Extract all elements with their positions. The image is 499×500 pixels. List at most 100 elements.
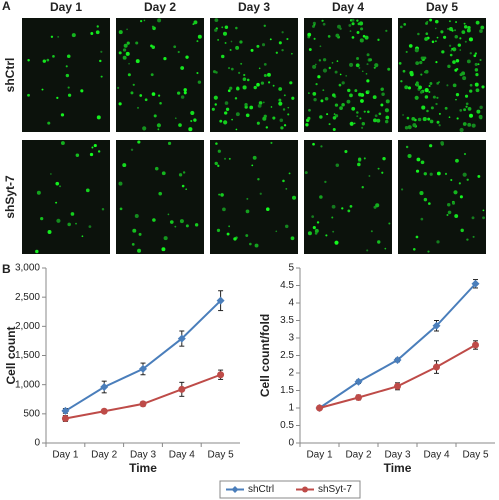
cell — [362, 34, 366, 38]
cell — [378, 112, 382, 116]
cell — [214, 28, 218, 32]
cell — [221, 54, 225, 59]
cell — [281, 48, 284, 52]
cell — [331, 216, 334, 219]
cell — [373, 66, 376, 69]
cell — [190, 110, 195, 116]
cell — [435, 102, 438, 106]
point — [178, 385, 186, 393]
cell — [419, 60, 423, 65]
cell — [181, 184, 185, 188]
cell — [332, 116, 337, 120]
cell — [420, 73, 423, 76]
cell — [126, 41, 130, 45]
cell — [382, 156, 386, 161]
cell — [85, 188, 90, 193]
cell — [377, 38, 380, 41]
cell — [455, 93, 460, 97]
cell — [460, 228, 464, 233]
cell — [161, 247, 166, 252]
cell — [354, 89, 358, 93]
cell — [228, 225, 231, 228]
cell — [435, 61, 438, 64]
cell — [337, 24, 341, 29]
cell — [416, 157, 421, 162]
x-tick-label: Day 2 — [91, 450, 118, 461]
panel-label: B — [2, 262, 11, 276]
cell — [349, 93, 353, 98]
cell — [464, 94, 469, 98]
cell — [474, 52, 478, 55]
cell — [144, 98, 148, 102]
cell — [446, 27, 450, 30]
x-axis-title: Time — [384, 461, 412, 475]
cell — [244, 103, 248, 107]
cell — [434, 40, 437, 43]
legend: shCtrl shSyt-7 — [219, 480, 361, 499]
cell — [381, 171, 384, 174]
cell — [402, 114, 404, 116]
cell — [235, 45, 240, 50]
cell — [381, 92, 385, 96]
cell — [388, 222, 391, 225]
cell — [308, 108, 311, 112]
x-tick-label: Day 5 — [462, 450, 489, 461]
cell — [463, 22, 466, 25]
cell — [229, 86, 233, 90]
cell — [436, 240, 440, 244]
cell — [336, 60, 339, 62]
cell — [249, 105, 254, 110]
y-tick-label: 2,000 — [15, 321, 40, 332]
cell — [414, 48, 419, 53]
cell — [427, 117, 431, 121]
cell — [244, 105, 248, 109]
cell — [127, 73, 131, 77]
cell — [150, 73, 154, 77]
cell — [451, 47, 454, 51]
point — [217, 371, 225, 379]
micrograph — [398, 140, 486, 254]
point — [100, 407, 108, 415]
cell — [426, 109, 429, 113]
cell — [322, 19, 324, 22]
cell — [426, 20, 429, 24]
cell — [157, 18, 162, 23]
cell — [436, 96, 439, 99]
cell — [254, 243, 259, 248]
cell — [153, 114, 157, 118]
cell — [220, 193, 224, 197]
cell — [459, 127, 464, 133]
cell — [223, 120, 228, 125]
cell — [143, 19, 146, 22]
cell — [128, 62, 130, 65]
cell — [163, 57, 167, 61]
column-label: Day 2 — [144, 0, 176, 14]
cell — [414, 95, 419, 100]
cell — [377, 240, 381, 244]
cell — [307, 116, 311, 120]
cell — [356, 19, 359, 22]
cell — [188, 127, 193, 132]
cell — [174, 117, 177, 120]
cell — [224, 42, 227, 44]
cell — [462, 122, 467, 126]
cell — [444, 106, 448, 110]
cell — [246, 197, 249, 200]
cell — [322, 58, 327, 62]
y-tick-label: 4 — [288, 298, 294, 309]
cell — [152, 218, 156, 222]
cell — [315, 83, 318, 86]
cell — [67, 222, 71, 227]
cell — [471, 123, 476, 128]
micrograph — [304, 140, 392, 254]
cell — [96, 115, 101, 120]
cell — [137, 248, 142, 253]
cell — [251, 164, 254, 167]
cell — [47, 121, 51, 125]
cell — [183, 91, 187, 95]
cell — [474, 82, 479, 87]
cell — [312, 21, 316, 25]
cell — [258, 67, 261, 70]
cell — [312, 142, 315, 146]
cell — [65, 73, 70, 78]
